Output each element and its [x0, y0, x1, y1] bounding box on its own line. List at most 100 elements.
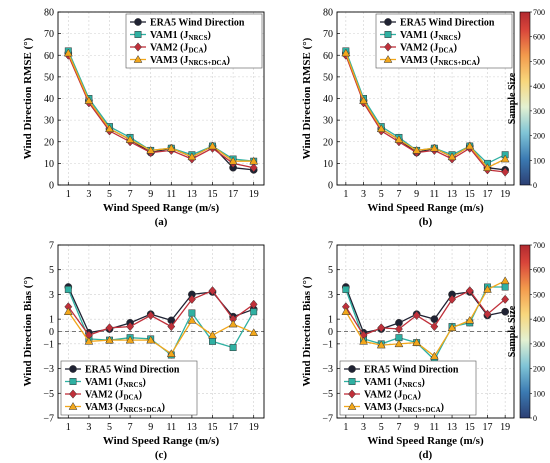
data-point-vam2	[146, 310, 155, 321]
legend-marker-vam1	[348, 378, 356, 385]
legend-label-era5: ERA5 Wind Direction	[364, 365, 459, 376]
data-point-vam3	[483, 284, 492, 293]
series-line-vam3	[345, 280, 506, 358]
y-tick-label: −1	[322, 339, 333, 350]
legend-marker-era5	[348, 365, 356, 373]
x-tick-label: 3	[86, 422, 91, 433]
y-axis-label: Wind Direction RMSE (°)	[301, 37, 313, 159]
legend-label-vam2: VAM2 (JDCA)	[400, 43, 457, 55]
data-point-vam2	[501, 294, 510, 304]
x-tick-label: 17	[482, 422, 492, 433]
data-point-vam3	[63, 48, 73, 57]
x-axis-label: Wind Speed Range (m/s)	[367, 202, 484, 214]
series-line-vam3	[67, 52, 254, 162]
data-point-vam2	[501, 167, 510, 177]
data-point-vam3	[483, 163, 492, 171]
data-point-vam3	[125, 135, 135, 143]
legend-box	[60, 360, 198, 416]
y-tick-label: 50	[323, 72, 333, 83]
data-point-vam3	[125, 335, 135, 344]
data-point-vam3	[146, 335, 156, 344]
legend-marker-vam1	[384, 31, 392, 38]
y-tick-label: 40	[44, 94, 54, 105]
data-point-vam1	[501, 283, 509, 291]
data-point-vam3	[228, 156, 238, 165]
x-tick-label: 11	[430, 422, 440, 433]
x-tick-label: 3	[86, 189, 91, 200]
legend-marker-era5	[134, 18, 142, 26]
data-point-vam2	[105, 323, 114, 333]
x-tick-label: 3	[361, 189, 366, 200]
legend-label-vam3: VAM3 (JNRCS+DCA)	[400, 55, 480, 67]
x-tick-label: 1	[66, 189, 71, 200]
data-point-vam1	[188, 309, 196, 317]
legend-marker-era5	[69, 365, 77, 373]
data-point-vam3	[394, 339, 404, 348]
data-point-vam2	[249, 299, 258, 309]
data-point-vam3	[376, 124, 386, 133]
colorbar-tick-label: 500	[533, 57, 545, 66]
legend-box	[339, 360, 477, 416]
legend-label-vam1: VAM1 (JNRCS)	[400, 30, 461, 42]
y-tick-label: 40	[323, 94, 333, 105]
y-tick-label: −7	[322, 414, 333, 425]
data-point-vam3	[84, 96, 94, 104]
colorbar: 0 100 200 300 400 500 600 700 Sample Size	[507, 8, 545, 190]
y-tick-label: 1	[328, 315, 333, 326]
colorbar-tick-label: 100	[533, 156, 545, 165]
x-tick-label: 9	[148, 422, 153, 433]
y-tick-label: 20	[44, 137, 54, 148]
panel-label: (d)	[419, 449, 433, 461]
colorbar-label: Sample Size	[507, 305, 518, 357]
y-tick-label: 80	[323, 8, 333, 19]
legend-label-era5: ERA5 Wind Direction	[150, 18, 245, 29]
x-tick-label: 17	[228, 189, 238, 200]
colorbar-tick-label: 500	[533, 290, 545, 299]
panel-label: (b)	[419, 216, 433, 228]
y-axis-label: Wind Direction RMSE (°)	[22, 37, 34, 159]
colorbar-label: Sample Size	[507, 72, 518, 124]
colorbar-tick-label: 0	[533, 181, 537, 190]
legend-marker-vam3	[383, 54, 393, 63]
x-tick-label: 7	[128, 189, 133, 200]
legend-label-vam2: VAM2 (JDCA)	[85, 390, 142, 402]
data-point-vam3	[394, 135, 404, 143]
y-tick-label: −5	[322, 389, 333, 400]
data-point-vam3	[447, 323, 457, 332]
x-tick-label: 13	[447, 422, 457, 433]
x-tick-label: 7	[396, 422, 401, 433]
data-point-vam3	[500, 154, 510, 163]
y-tick-label: 3	[49, 290, 54, 301]
y-tick-label: 50	[44, 72, 54, 83]
plot-frame	[57, 244, 265, 419]
legend-label-vam1: VAM1 (JNRCS)	[150, 30, 211, 42]
x-tick-label: 1	[343, 422, 348, 433]
series-vam3	[63, 48, 259, 165]
y-tick-label: 30	[323, 116, 333, 127]
data-point-vam3	[208, 330, 217, 339]
colorbar-gradient	[519, 11, 531, 186]
plot-frame	[336, 11, 515, 186]
legend-label-era5: ERA5 Wind Direction	[85, 365, 180, 376]
y-tick-label: 1	[49, 315, 54, 326]
x-tick-label: 5	[379, 189, 384, 200]
data-point-vam2	[430, 321, 439, 332]
legend-marker-vam2	[348, 389, 356, 399]
x-tick-label: 9	[414, 422, 419, 433]
data-point-vam3	[412, 145, 422, 154]
data-point-vam2	[377, 323, 386, 333]
legend-marker-vam2	[134, 42, 142, 52]
x-tick-label: 19	[500, 189, 510, 200]
x-tick-label: 5	[107, 189, 112, 200]
x-tick-label: 11	[166, 422, 176, 433]
y-tick-label: 0	[49, 181, 54, 192]
data-point-vam2	[412, 310, 421, 321]
colorbar-tick-label: 200	[533, 132, 545, 141]
legend-marker-vam3	[68, 401, 78, 410]
legend-label-vam2: VAM2 (JDCA)	[150, 43, 207, 55]
